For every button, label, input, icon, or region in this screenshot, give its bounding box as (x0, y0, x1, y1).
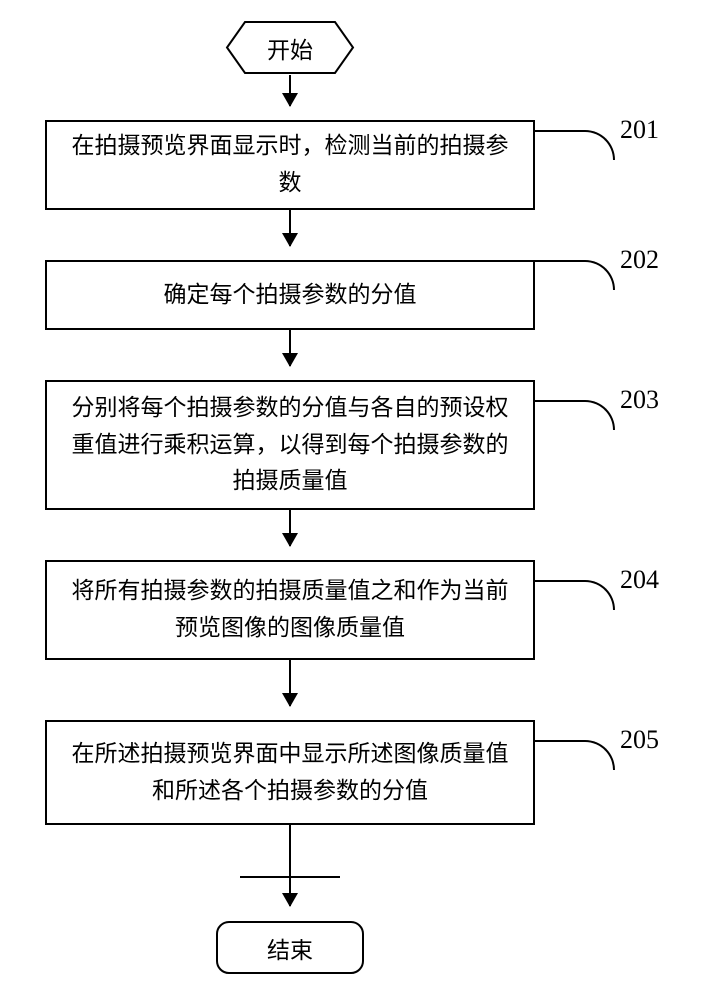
arrow (289, 330, 291, 366)
step-label-205: 205 (620, 725, 659, 755)
arrow (289, 75, 291, 106)
step-label-201: 201 (620, 115, 659, 145)
flowchart-stage: 开始 在拍摄预览界面显示时，检测当前的拍摄参数 201 确定每个拍摄参数的分值 … (0, 0, 711, 1000)
leader-line (535, 400, 615, 430)
process-text: 在所述拍摄预览界面中显示所述图像质量值和所述各个拍摄参数的分值 (72, 736, 509, 810)
step-label-202: 202 (620, 245, 659, 275)
arrow (289, 210, 291, 246)
process-text: 在拍摄预览界面显示时，检测当前的拍摄参数 (72, 128, 509, 202)
arrow (289, 878, 291, 906)
arrow (289, 660, 291, 706)
step-label-204: 204 (620, 565, 659, 595)
leader-line (535, 740, 615, 770)
process-box-205: 在所述拍摄预览界面中显示所述图像质量值和所述各个拍摄参数的分值 (45, 720, 535, 825)
leader-line (535, 580, 615, 610)
process-box-203: 分别将每个拍摄参数的分值与各自的预设权重值进行乘积运算，以得到每个拍摄参数的拍摄… (45, 380, 535, 510)
step-label-203: 203 (620, 385, 659, 415)
process-box-202: 确定每个拍摄参数的分值 (45, 260, 535, 330)
terminator-start: 开始 (225, 20, 355, 75)
terminator-start-label: 开始 (267, 31, 313, 65)
terminator-end-label: 结束 (267, 931, 313, 965)
process-text: 分别将每个拍摄参数的分值与各自的预设权重值进行乘积运算，以得到每个拍摄参数的拍摄… (72, 390, 509, 500)
process-box-201: 在拍摄预览界面显示时，检测当前的拍摄参数 (45, 120, 535, 210)
terminator-end: 结束 (215, 920, 365, 975)
leader-line (535, 130, 615, 160)
process-text: 将所有拍摄参数的拍摄质量值之和作为当前预览图像的图像质量值 (72, 573, 509, 647)
process-box-204: 将所有拍摄参数的拍摄质量值之和作为当前预览图像的图像质量值 (45, 560, 535, 660)
leader-line (535, 260, 615, 290)
arrow-stem (289, 825, 291, 876)
process-text: 确定每个拍摄参数的分值 (164, 277, 417, 314)
arrow (289, 510, 291, 546)
